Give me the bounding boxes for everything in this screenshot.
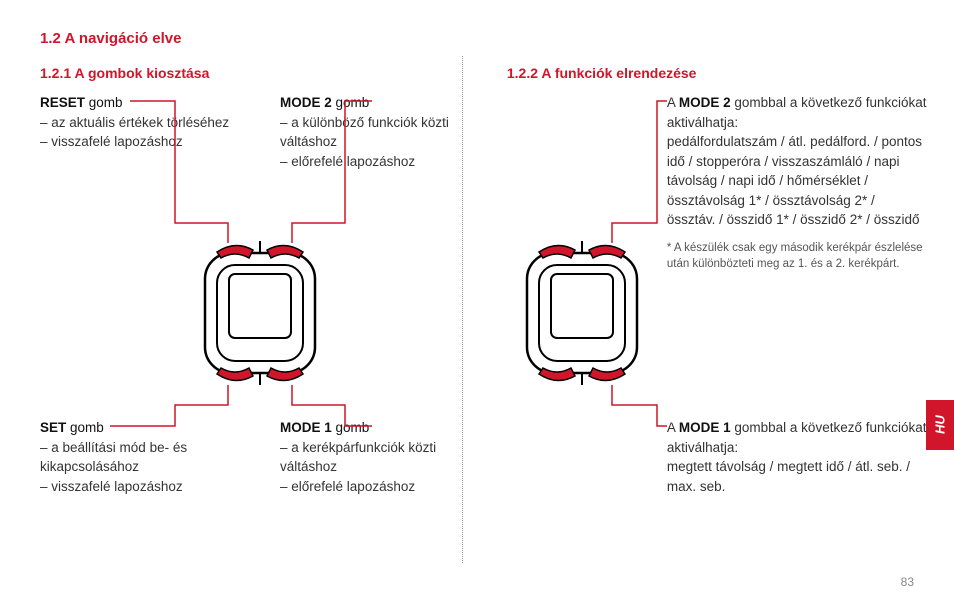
left-subheading: 1.2.1 A gombok kiosztása xyxy=(40,65,487,81)
language-tab: HU xyxy=(926,400,954,450)
page-number: 83 xyxy=(901,575,914,589)
mode1-functions: A MODE 1 gombbal a következő funkciókat … xyxy=(667,418,927,496)
mode1-lead-bold: MODE 1 xyxy=(679,420,731,435)
main-heading: 1.2 A navigáció elve xyxy=(40,30,914,47)
footnote: * A készülék csak egy második kerékpár é… xyxy=(667,240,927,272)
mode2-functions: A MODE 2 gombbal a következő funkciókat … xyxy=(667,93,927,272)
functions-layout-diagram: A MODE 2 gombbal a következő funkciókat … xyxy=(507,93,914,523)
mode2-body: pedálfordulatszám / átl. pedálford. / po… xyxy=(667,132,927,230)
mode1-lead-a: A xyxy=(667,420,679,435)
mode2-lead-a: A xyxy=(667,95,679,110)
right-column: 1.2.2 A funkciók elrendezése xyxy=(487,65,914,523)
mode1-body: megtett távolság / megtett idő / átl. se… xyxy=(667,457,927,496)
device-icon xyxy=(517,238,647,388)
left-column: 1.2.1 A gombok kiosztása RESET gomb az a… xyxy=(40,65,487,523)
mode2-lead-bold: MODE 2 xyxy=(679,95,731,110)
device-icon xyxy=(195,238,325,388)
button-layout-diagram: RESET gomb az aktuális értékek törléséhe… xyxy=(40,93,487,523)
right-subheading: 1.2.2 A funkciók elrendezése xyxy=(507,65,914,81)
